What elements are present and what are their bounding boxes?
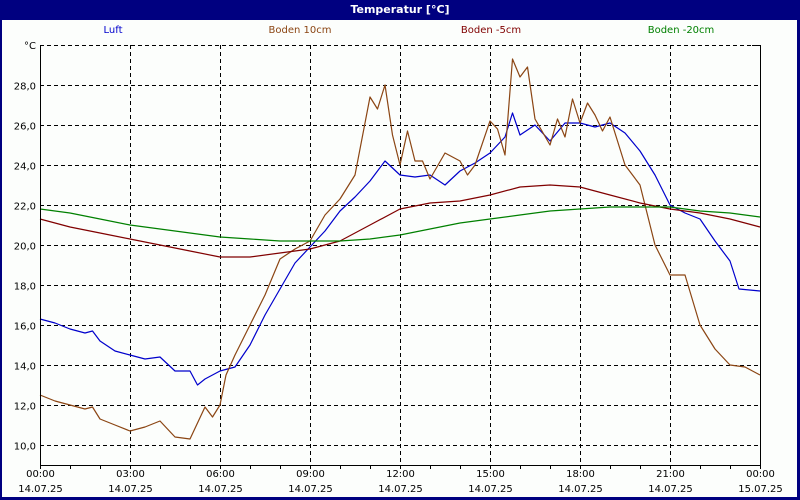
x-tick-time: 18:00 xyxy=(566,469,595,480)
y-tick-label: 16,0 xyxy=(14,322,36,333)
series-line-boden-10cm xyxy=(39,58,761,440)
series-line-boden-20cm xyxy=(39,206,761,242)
x-tick-date: 14.07.25 xyxy=(108,484,153,495)
y-tick-label: 12,0 xyxy=(14,402,36,413)
legend-boden-minus-20cm: Boden -20cm xyxy=(647,25,715,36)
x-tick-date: 14.07.25 xyxy=(198,484,243,495)
x-tick-time: 03:00 xyxy=(116,469,145,480)
x-tick-time: 09:00 xyxy=(296,469,325,480)
x-tick-time: 15:00 xyxy=(476,469,505,480)
y-tick-label: 22,0 xyxy=(14,202,36,213)
x-tick-date: 15.07.25 xyxy=(738,484,783,495)
x-tick-time: 21:00 xyxy=(656,469,685,480)
window-title: Temperatur [°C] xyxy=(350,3,450,16)
x-tick-date: 14.07.25 xyxy=(378,484,423,495)
x-tick-time: 00:00 xyxy=(746,469,775,480)
x-tick-date: 14.07.25 xyxy=(648,484,693,495)
x-tick-date: 14.07.25 xyxy=(288,484,333,495)
y-tick-label: 26,0 xyxy=(14,122,36,133)
y-tick-label: 10,0 xyxy=(14,442,36,453)
x-tick-time: 00:00 xyxy=(26,469,55,480)
x-tick-time: 06:00 xyxy=(206,469,235,480)
y-axis-unit-label: °C xyxy=(24,41,36,52)
y-tick-label: 24,0 xyxy=(14,162,36,173)
y-tick-label: 14,0 xyxy=(14,362,36,373)
legend-boden-10cm: Boden 10cm xyxy=(268,25,332,36)
x-tick-date: 14.07.25 xyxy=(18,484,63,495)
series-line-boden-5cm xyxy=(39,184,761,258)
series-line-luft xyxy=(39,112,761,386)
y-tick-label: 18,0 xyxy=(14,282,36,293)
y-tick-label: 28,0 xyxy=(14,82,36,93)
legend-boden-minus-5cm: Boden -5cm xyxy=(460,25,522,36)
x-tick-date: 14.07.25 xyxy=(558,484,603,495)
chart-client-area: Luft Boden 10cm Boden -5cm Boden -20cm xyxy=(2,20,797,497)
y-tick-label: 20,0 xyxy=(14,242,36,253)
legend-luft: Luft xyxy=(103,25,123,36)
x-tick-date: 14.07.25 xyxy=(468,484,513,495)
x-tick-time: 12:00 xyxy=(386,469,415,480)
